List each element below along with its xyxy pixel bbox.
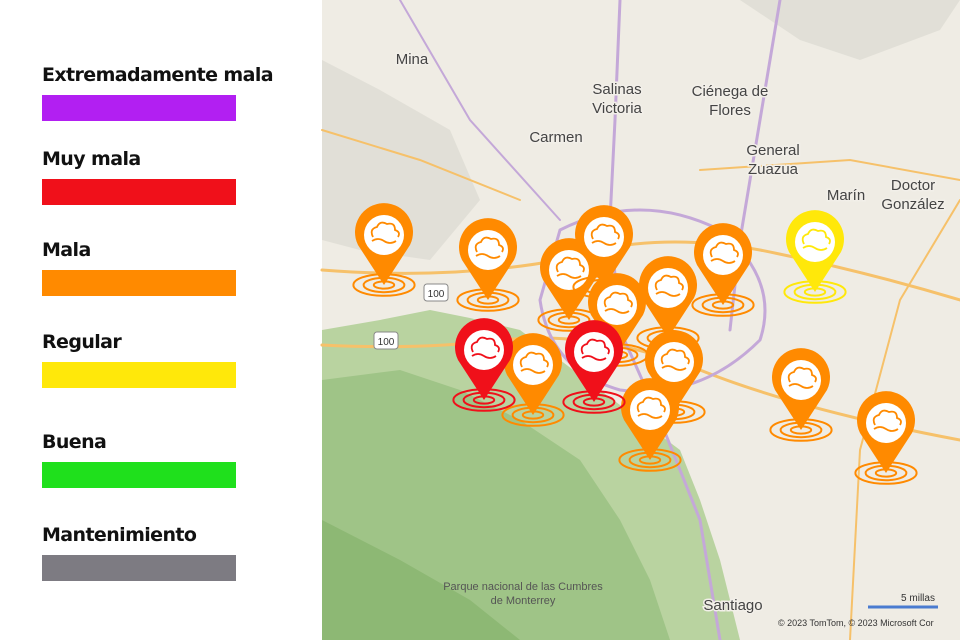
scale-label: 5 millas — [901, 593, 935, 604]
marker-icon — [580, 338, 610, 361]
legend-swatch — [42, 555, 236, 581]
marker-icon — [370, 221, 400, 244]
place-label: Marín — [827, 187, 865, 204]
place-label-line: Parque nacional de las Cumbres — [443, 581, 603, 593]
station-marker — [691, 223, 755, 317]
marker-icon — [709, 241, 739, 264]
marker-icon — [801, 228, 831, 251]
legend-label: Regular — [42, 331, 122, 353]
legend-item: Extremadamente mala — [42, 64, 274, 121]
place-label-line: Ciénega de — [692, 83, 769, 100]
mountain-area — [322, 520, 520, 640]
place-label-line: Marín — [827, 187, 865, 204]
shield-label: 100 — [378, 337, 395, 348]
shield-label: 100 — [428, 289, 445, 300]
marker-icon — [787, 366, 817, 389]
legend-swatch — [42, 362, 236, 388]
legend-label: Mala — [42, 239, 91, 261]
hills — [740, 0, 960, 60]
legend-item: Buena — [42, 431, 236, 488]
marker-icon — [470, 336, 500, 359]
legend-swatch — [42, 462, 236, 488]
place-label-line: de Monterrey — [491, 595, 556, 607]
marker-icon — [555, 256, 585, 279]
shield-box — [423, 283, 449, 302]
legend-label: Muy mala — [42, 148, 141, 170]
road — [399, 0, 561, 221]
road — [320, 240, 960, 302]
legend-label: Mantenimiento — [42, 524, 197, 546]
legend-label: Buena — [42, 431, 106, 453]
station-marker — [352, 203, 416, 297]
place-label-line: Doctor — [891, 177, 935, 194]
station-marker — [783, 210, 847, 304]
station-marker — [452, 318, 516, 412]
place-label-line: Mina — [396, 51, 429, 68]
place-label-line: Santiago — [703, 597, 762, 614]
place-label: Parque nacional de las Cumbres de Monterr… — [443, 581, 603, 607]
map: Mina Salinas Victoria Ciénega de Flores Carme… — [320, 0, 960, 640]
scale-bar: 5 millas — [868, 593, 938, 609]
place-label: General Zuazua — [746, 142, 799, 178]
marker-icon — [590, 223, 620, 246]
legend-label: Extremadamente mala — [42, 64, 273, 86]
hills — [322, 60, 480, 260]
station-marker — [501, 333, 565, 427]
road — [849, 199, 960, 640]
place-label: Ciénega de Flores — [692, 83, 769, 119]
legend-item: Mala — [42, 239, 236, 296]
shield-box — [373, 331, 399, 350]
legend-swatch — [42, 95, 236, 121]
place-label: Salinas Victoria — [592, 81, 642, 117]
road — [699, 158, 960, 181]
place-label-line: Zuazua — [748, 161, 799, 178]
legend-swatch — [42, 270, 236, 296]
legend-item: Mantenimiento — [42, 524, 236, 581]
station-marker — [456, 218, 520, 312]
place-label-line: Salinas — [592, 81, 641, 98]
station-marker — [769, 348, 833, 442]
place-label-line: General — [746, 142, 799, 159]
marker-icon — [654, 274, 684, 297]
place-label-line: Carmen — [529, 129, 582, 146]
marker-icon — [603, 291, 633, 314]
place-label: Carmen — [529, 129, 582, 146]
marker-icon — [519, 351, 549, 374]
copyright: © 2023 TomTom, © 2023 Microsoft Cor — [778, 618, 934, 628]
station-marker — [854, 391, 918, 485]
place-label-line: Flores — [709, 102, 751, 119]
marker-icon — [636, 396, 666, 419]
road — [321, 129, 521, 201]
place-label: Doctor González — [881, 177, 944, 213]
marker-icon — [872, 409, 902, 432]
legend-item: Regular — [42, 331, 236, 388]
marker-icon — [660, 348, 690, 371]
place-label: Santiago — [703, 597, 762, 614]
place-label-line: González — [881, 196, 944, 213]
station-marker — [618, 378, 682, 472]
road-shield: 100 — [373, 331, 399, 350]
station-marker — [562, 320, 626, 414]
marker-icon — [474, 236, 504, 259]
road-shield: 100 — [423, 283, 449, 302]
legend-swatch — [42, 179, 236, 205]
place-label-line: Victoria — [592, 100, 642, 117]
legend-item: Muy mala — [42, 148, 236, 205]
place-label: Mina — [396, 51, 429, 68]
